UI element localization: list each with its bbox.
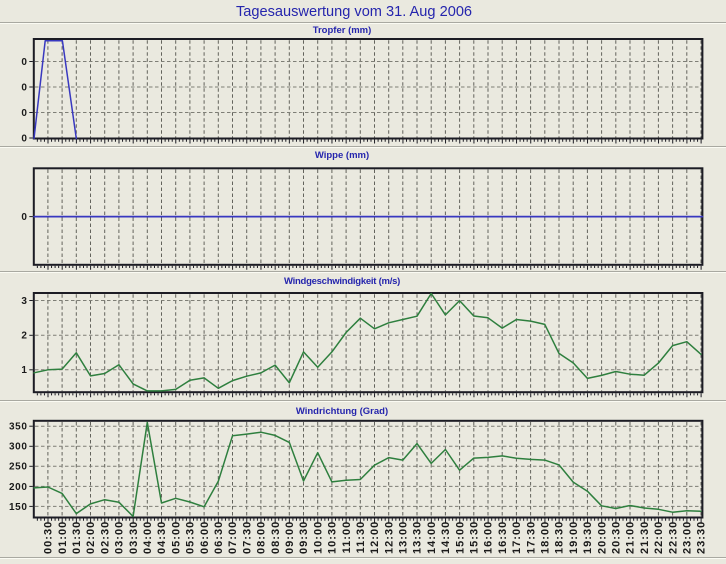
svg-text:3: 3 xyxy=(21,296,27,307)
svg-text:07:30: 07:30 xyxy=(241,521,253,554)
svg-text:19:00: 19:00 xyxy=(568,521,580,554)
svg-text:02:00: 02:00 xyxy=(85,521,97,554)
svg-text:21:30: 21:30 xyxy=(639,521,651,554)
svg-text:00:30: 00:30 xyxy=(43,521,55,554)
svg-text:01:30: 01:30 xyxy=(71,521,83,554)
svg-text:08:00: 08:00 xyxy=(256,521,268,554)
svg-text:02:30: 02:30 xyxy=(99,521,111,554)
svg-text:0: 0 xyxy=(21,57,27,68)
svg-text:07:00: 07:00 xyxy=(227,521,239,554)
svg-text:20:00: 20:00 xyxy=(596,521,608,554)
svg-text:150: 150 xyxy=(9,502,28,513)
svg-text:17:00: 17:00 xyxy=(511,521,523,554)
svg-text:250: 250 xyxy=(9,462,28,473)
svg-text:16:30: 16:30 xyxy=(497,521,509,554)
svg-text:23:00: 23:00 xyxy=(682,521,694,554)
svg-text:Tropfer (mm): Tropfer (mm) xyxy=(313,25,372,36)
svg-text:Tagesauswertung vom 31. Aug 20: Tagesauswertung vom 31. Aug 2006 xyxy=(236,4,472,20)
svg-text:16:00: 16:00 xyxy=(483,521,495,554)
svg-text:0: 0 xyxy=(21,108,27,119)
svg-text:06:00: 06:00 xyxy=(199,521,211,554)
svg-text:14:30: 14:30 xyxy=(440,521,452,554)
svg-text:03:30: 03:30 xyxy=(128,521,140,554)
svg-text:01:00: 01:00 xyxy=(57,521,69,554)
svg-text:06:30: 06:30 xyxy=(213,521,225,554)
svg-text:15:00: 15:00 xyxy=(454,521,466,554)
svg-text:09:00: 09:00 xyxy=(284,521,296,554)
svg-text:2: 2 xyxy=(21,331,27,342)
svg-text:05:30: 05:30 xyxy=(185,521,197,554)
svg-text:350: 350 xyxy=(9,422,28,433)
svg-text:11:30: 11:30 xyxy=(355,521,367,554)
svg-text:15:30: 15:30 xyxy=(469,521,481,554)
svg-text:05:00: 05:00 xyxy=(170,521,182,554)
svg-text:22:30: 22:30 xyxy=(667,521,679,554)
svg-text:Windrichtung (Grad): Windrichtung (Grad) xyxy=(296,406,388,417)
svg-text:03:00: 03:00 xyxy=(114,521,126,554)
svg-text:08:30: 08:30 xyxy=(270,521,282,554)
svg-text:13:00: 13:00 xyxy=(398,521,410,554)
svg-text:04:30: 04:30 xyxy=(156,521,168,554)
svg-text:Wippe (mm): Wippe (mm) xyxy=(315,150,369,161)
svg-text:1: 1 xyxy=(21,365,27,376)
svg-text:19:30: 19:30 xyxy=(582,521,594,554)
svg-text:22:00: 22:00 xyxy=(653,521,665,554)
svg-text:09:30: 09:30 xyxy=(298,521,310,554)
svg-text:18:00: 18:00 xyxy=(540,521,552,554)
svg-text:04:00: 04:00 xyxy=(142,521,154,554)
svg-text:20:30: 20:30 xyxy=(611,521,623,554)
svg-text:13:30: 13:30 xyxy=(412,521,424,554)
svg-text:200: 200 xyxy=(9,482,28,493)
svg-text:0: 0 xyxy=(21,133,27,144)
svg-text:21:00: 21:00 xyxy=(625,521,637,554)
svg-text:11:00: 11:00 xyxy=(341,521,353,554)
svg-text:12:30: 12:30 xyxy=(383,521,395,554)
svg-text:0: 0 xyxy=(21,212,27,223)
svg-text:Windgeschwindigkeit (m/s): Windgeschwindigkeit (m/s) xyxy=(284,276,400,287)
svg-text:300: 300 xyxy=(9,442,28,453)
svg-text:10:00: 10:00 xyxy=(312,521,324,554)
svg-text:0: 0 xyxy=(21,82,27,93)
svg-text:14:00: 14:00 xyxy=(426,521,438,554)
svg-text:18:30: 18:30 xyxy=(554,521,566,554)
svg-text:10:30: 10:30 xyxy=(327,521,339,554)
svg-text:17:30: 17:30 xyxy=(525,521,537,554)
svg-text:12:00: 12:00 xyxy=(369,521,381,554)
svg-text:23:30: 23:30 xyxy=(696,521,708,554)
